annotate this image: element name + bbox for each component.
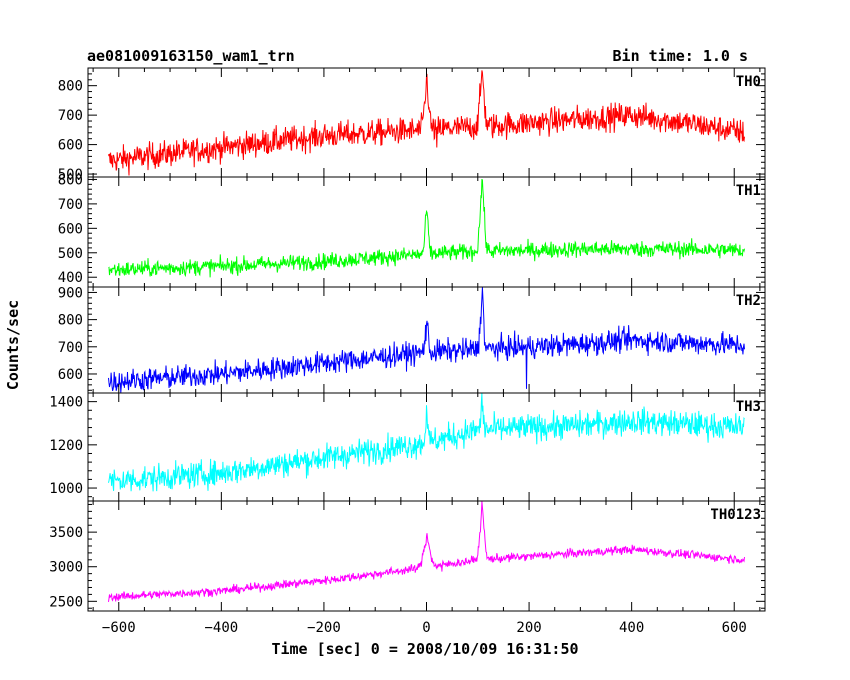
- y-tick-label: 400: [58, 270, 83, 286]
- panels-group: 500 600 700 800 TH0 400 500 600 700 800 TH1 600 700 8…: [49, 67, 766, 612]
- y-tick-label: 900: [58, 285, 83, 301]
- x-tick-label: 600: [722, 620, 747, 636]
- y-tick-label: 600: [58, 367, 83, 383]
- channel-label-th0: TH0: [736, 74, 761, 90]
- series-line-th1: [108, 178, 745, 278]
- bin-time-label: Bin time: 1.0 s: [613, 47, 748, 65]
- x-axis: −600 −400 −200 0 200 400 600: [102, 620, 747, 636]
- y-tick-label: 2500: [49, 594, 83, 610]
- series-line-th0: [108, 70, 745, 176]
- y-tick-label: 700: [58, 340, 83, 356]
- y-tick-label: 600: [58, 138, 83, 154]
- x-tick-label: −200: [307, 620, 341, 636]
- y-tick-label: 700: [58, 197, 83, 213]
- panel-th3: 1000 1200 1400 TH3: [49, 392, 766, 502]
- channel-label-th0123: TH0123: [710, 507, 761, 523]
- y-tick-label: 1200: [49, 438, 83, 454]
- series-line-th2: [108, 287, 745, 393]
- series-line-th0123: [108, 501, 745, 602]
- y-tick-label: 800: [58, 313, 83, 329]
- y-tick-label: 3500: [49, 525, 83, 541]
- y-tick-label: 1400: [49, 395, 83, 411]
- y-tick-label: 3000: [49, 560, 83, 576]
- y-tick-label: 1000: [49, 481, 83, 497]
- y-tick-label: 800: [58, 79, 83, 95]
- series-line-th3: [108, 393, 745, 492]
- panel-th0: 500 600 700 800 TH0: [58, 67, 766, 183]
- x-tick-label: −600: [102, 620, 136, 636]
- plot-title: ae081009163150_wam1_trn: [87, 47, 295, 65]
- y-tick-label: 600: [58, 221, 83, 237]
- y-tick-label: 500: [58, 167, 83, 183]
- channel-label-th1: TH1: [736, 183, 761, 199]
- x-tick-label: 0: [422, 620, 430, 636]
- y-tick-label: 500: [58, 246, 83, 262]
- x-tick-label: −400: [204, 620, 238, 636]
- y-axis-label: Counts/sec: [4, 300, 22, 390]
- panel-th0123: 2500 3000 3500 TH0123: [49, 500, 766, 612]
- x-tick-label: 400: [619, 620, 644, 636]
- panel-th1: 400 500 600 700 800 TH1: [58, 172, 766, 288]
- channel-label-th2: TH2: [736, 293, 761, 309]
- y-tick-label: 800: [58, 172, 83, 188]
- channel-label-th3: TH3: [736, 399, 761, 415]
- y-tick-label: 700: [58, 108, 83, 124]
- panel-th2: 600 700 800 900 TH2: [58, 285, 766, 394]
- x-axis-label: Time [sec] 0 = 2008/10/09 16:31:50: [271, 640, 578, 658]
- x-tick-label: 200: [516, 620, 541, 636]
